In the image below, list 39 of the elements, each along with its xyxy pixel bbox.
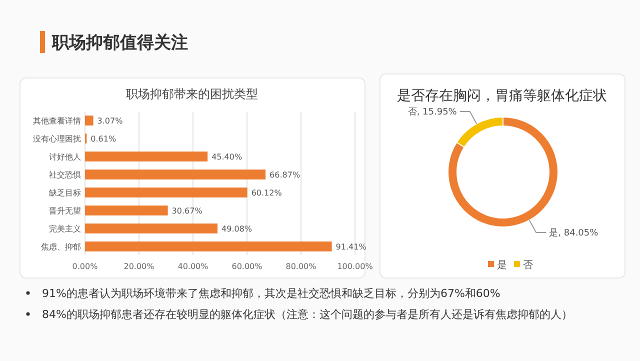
y-tick-label: 没有心理困扰 (33, 134, 81, 144)
x-tick-label: 0.00% (72, 262, 98, 271)
y-tick-label: 其他查看详情 (33, 116, 81, 126)
data-label: 否, 15.95% (408, 107, 458, 118)
y-tick-label: 晋升无望 (49, 206, 81, 216)
x-tick-label: 40.00% (178, 262, 209, 271)
x-tick-label: 100.00% (337, 262, 374, 271)
text: 91%的患者认为职场环境带来了焦虑和抑郁，其次是社交恐惧和缺乏目标，分别为67%和60% (42, 287, 500, 300)
text: 84%的职场抑郁患者还存在较明显的躯体化症状（注意：这个问题的参与者是所有人还是诉有焦虑抑郁的人） (42, 308, 572, 321)
data-label: 60.12% (251, 188, 282, 198)
text: 职场抑郁值得关注 (51, 33, 188, 53)
data-label: 49.08% (222, 224, 252, 234)
legend-label: 否 (523, 260, 533, 271)
legend-label: 是 (497, 260, 507, 271)
donut-slice (448, 116, 558, 228)
data-label: 30.67% (172, 206, 203, 216)
y-tick-label: 社交恐惧 (49, 170, 81, 180)
bar (85, 188, 248, 198)
bar (85, 170, 266, 180)
data-label: 是, 84.05% (549, 228, 599, 239)
data-label: 91.41% (336, 242, 367, 252)
x-tick-label: 80.00% (286, 262, 317, 271)
data-label: 66.87% (270, 170, 300, 180)
chart-title: 职场抑郁带来的困扰类型 (126, 87, 258, 101)
y-tick-label: 完美主义 (49, 224, 81, 234)
y-tick-label: 缺乏目标 (49, 188, 81, 198)
x-tick-label: 20.00% (124, 262, 155, 271)
y-tick-label: 讨好他人 (49, 152, 81, 162)
y-tick-label: 焦虑、抑郁 (41, 242, 81, 252)
x-tick-label: 60.00% (232, 262, 263, 271)
chart-title: 是否存在胸闷，胃痛等躯体化症状 (397, 88, 607, 104)
bar (85, 206, 168, 216)
data-label: 3.07% (97, 116, 124, 126)
bar (85, 224, 218, 234)
bar (85, 242, 332, 252)
bar (85, 152, 208, 162)
data-label: 45.40% (212, 152, 242, 162)
data-label: 0.61% (90, 134, 116, 144)
bar (85, 116, 94, 126)
